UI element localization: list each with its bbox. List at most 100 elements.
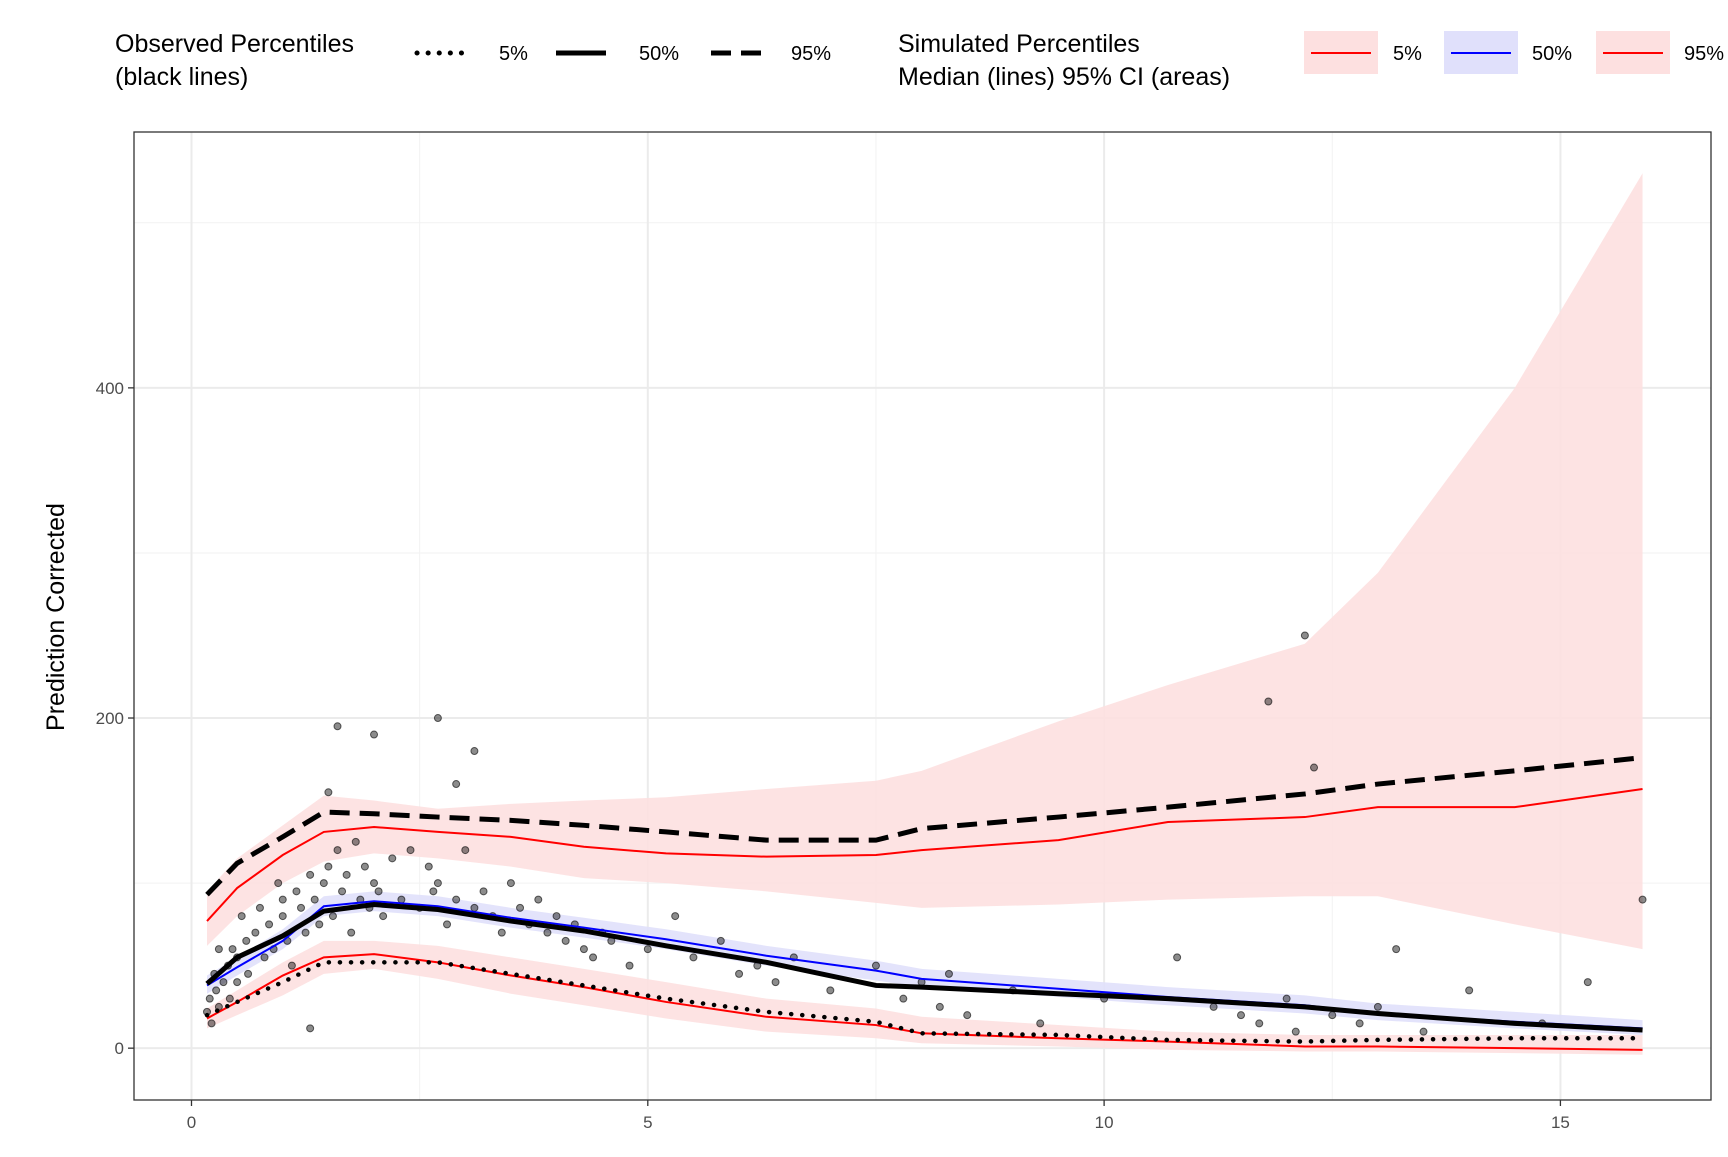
observation-point [1310, 763, 1319, 772]
observation-point [315, 920, 324, 929]
y-tick-label: 0 [115, 1039, 124, 1058]
observation-point [324, 788, 333, 797]
observation-point [671, 912, 680, 921]
observation-point [871, 961, 880, 970]
legend-label: 5% [499, 43, 528, 65]
y-tick-label: 400 [96, 379, 124, 398]
legend-title: (black lines) [115, 63, 248, 91]
observation-point [233, 978, 242, 987]
observation-point [274, 879, 283, 888]
observation-point [625, 961, 634, 970]
observation-point [324, 862, 333, 871]
observation-point [374, 887, 383, 896]
observation-point [944, 969, 953, 978]
panel-border [133, 131, 1712, 1101]
observation-point [328, 912, 337, 921]
observation-point [360, 862, 369, 871]
observation-point [433, 714, 442, 723]
observation-point [516, 903, 525, 912]
observation-point [1264, 697, 1273, 706]
plot-area: 0 5 10 15 0 200 400 [96, 131, 1712, 1132]
observation-point [306, 1024, 315, 1033]
observation-point [826, 986, 835, 995]
observation-point [265, 920, 274, 929]
legend: Observed Percentiles (black lines) 5% 50% 95… [115, 30, 1724, 91]
observation-point [1355, 1019, 1364, 1028]
observation-point [338, 887, 347, 896]
observation-point [225, 994, 234, 1003]
observation-point [716, 936, 725, 945]
observation-point [319, 879, 328, 888]
observation-point [1300, 631, 1309, 640]
observation-point [370, 879, 379, 888]
observation-point [579, 945, 588, 954]
observed-percentile-line [205, 755, 1643, 897]
observation-point [379, 912, 388, 921]
legend-title: Observed Percentiles [115, 30, 354, 58]
observation-point [1291, 1027, 1300, 1036]
observation-point [470, 747, 479, 756]
observation-point [429, 887, 438, 896]
observation-point [935, 1002, 944, 1011]
observation-point [301, 928, 310, 937]
simulated-median-line [206, 953, 1643, 1051]
observation-point [207, 1019, 216, 1028]
observation-point [397, 895, 406, 904]
observation-point [297, 903, 306, 912]
observation-point [424, 862, 433, 871]
observation-point [1465, 986, 1474, 995]
observation-point [1036, 1019, 1045, 1028]
observation-point [433, 879, 442, 888]
observation-point [242, 936, 251, 945]
observation-point [1328, 1011, 1337, 1020]
observation-point [899, 994, 908, 1003]
ci-area [207, 940, 1643, 1055]
observation-point [497, 928, 506, 937]
observed-percentile-line [205, 902, 1643, 1033]
observation-point [1419, 1027, 1428, 1036]
observation-point [1373, 1002, 1382, 1011]
observation-point [543, 928, 552, 937]
observed-percentile-line [204, 960, 1645, 1044]
observation-point [278, 895, 287, 904]
observation-point [1638, 895, 1647, 904]
observation-point [589, 953, 598, 962]
ci-area [207, 173, 1643, 950]
observation-point [470, 903, 479, 912]
legend-label: 5% [1393, 43, 1422, 65]
simulated-median-line [206, 788, 1643, 922]
observation-point [214, 945, 223, 954]
observation-point [406, 846, 415, 855]
observation-point [342, 870, 351, 879]
observation-point [1583, 978, 1592, 987]
observation-point [771, 978, 780, 987]
observation-point [255, 903, 264, 912]
x-tick-label: 5 [643, 1113, 652, 1132]
legend-label: 95% [1684, 43, 1724, 65]
x-tick-label: 10 [1095, 1113, 1114, 1132]
observation-point [370, 730, 379, 739]
observation-point [310, 895, 319, 904]
observation-point [351, 837, 360, 846]
legend-label: 50% [639, 43, 679, 65]
observation-point [561, 936, 570, 945]
observation-point [552, 912, 561, 921]
observation-point [461, 846, 470, 855]
observation-point [251, 928, 260, 937]
observation-point [212, 986, 221, 995]
observation-point [237, 912, 246, 921]
observation-point [278, 912, 287, 921]
observation-point [1282, 994, 1291, 1003]
y-axis-label: Prediction Corrected [42, 503, 70, 731]
observation-point [963, 1011, 972, 1020]
legend-title: Median (lines) 95% CI (areas) [898, 63, 1230, 91]
observation-point [333, 846, 342, 855]
observation-point [244, 969, 253, 978]
observation-point [228, 945, 237, 954]
observation-point [534, 895, 543, 904]
observation-point [506, 879, 515, 888]
observation-point [287, 961, 296, 970]
observation-point [306, 870, 315, 879]
observation-point [443, 920, 452, 929]
